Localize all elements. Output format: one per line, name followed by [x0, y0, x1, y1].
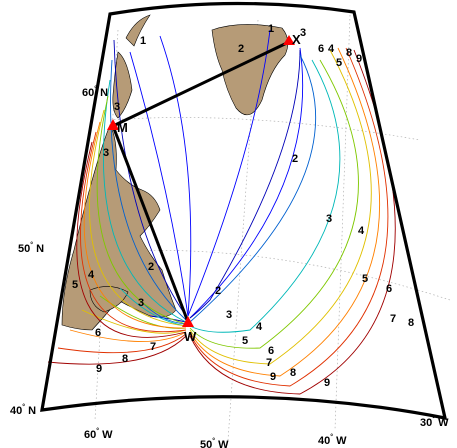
- contour-label-3: 3: [138, 297, 144, 309]
- contour-label-2: 2: [148, 261, 154, 273]
- contour-label-5: 5: [336, 57, 342, 69]
- lon-label-30: 30° W: [420, 415, 449, 429]
- contour-8-line-1: [80, 131, 187, 332]
- contour-6-line-2: [189, 49, 372, 365]
- station-m-label: M: [117, 120, 128, 135]
- station-w-marker: [182, 316, 194, 327]
- contour-8-line-3: [57, 333, 187, 354]
- contour-8-line-2: [189, 47, 389, 387]
- contour-1-line-2: [159, 35, 192, 317]
- map-frame: [40, 1, 448, 421]
- contour-4-line-3: [119, 287, 187, 327]
- contour-9-line-2: [189, 49, 396, 395]
- contour-3-line-1: [110, 59, 187, 321]
- baseline-paths: [111, 40, 290, 323]
- station-x-marker: [283, 35, 295, 45]
- contour-label-8: 8: [346, 47, 352, 59]
- contour-label-6: 6: [318, 43, 324, 55]
- contour-5-line-1: [96, 95, 187, 325]
- contour-label-4: 4: [256, 321, 263, 333]
- path-x-m: [112, 40, 290, 128]
- contour-label-3: 3: [103, 147, 109, 159]
- lon-label-60: 60° W: [84, 427, 113, 441]
- contour-2-line-3: [149, 315, 187, 323]
- contour-label-9: 9: [270, 371, 276, 383]
- contour-label-7: 7: [390, 313, 396, 325]
- contour-label-5: 5: [242, 335, 248, 347]
- contour-label-3: 3: [326, 213, 332, 225]
- contour-label-5: 5: [72, 279, 78, 291]
- path-m-w: [111, 125, 190, 323]
- contour-6-line-1: [89, 109, 187, 327]
- contour-label-1: 1: [140, 35, 146, 47]
- contour-label-9: 9: [96, 363, 102, 375]
- contour-label-9: 9: [324, 377, 330, 389]
- contour-9-line-3: [47, 335, 187, 365]
- contour-7-line-1: [83, 121, 187, 329]
- contour-label-4: 4: [88, 269, 95, 281]
- contour-label-8: 8: [122, 353, 128, 365]
- contour-label-2: 2: [215, 285, 221, 297]
- contour-2-line-2: [189, 49, 301, 319]
- contour-label-3: 3: [114, 101, 120, 113]
- parallel-60n: [109, 117, 421, 141]
- contour-label-7: 7: [150, 341, 156, 353]
- contour-label-5: 5: [362, 273, 368, 285]
- contour-4-line-2: [189, 59, 341, 333]
- contour-7-line-3: [69, 329, 187, 342]
- contour-label-8: 8: [290, 367, 296, 379]
- contour-label-1: 1: [268, 23, 274, 35]
- contour-label-4: 4: [358, 225, 365, 237]
- greenland: [211, 24, 289, 116]
- contour-label-6: 6: [386, 283, 392, 295]
- contour-label-3: 3: [226, 309, 232, 321]
- contour-label-2: 2: [238, 43, 244, 55]
- contour-9-line-1: [76, 141, 187, 338]
- stations: X M W: [107, 32, 301, 344]
- contour-label-4: 4: [328, 43, 335, 55]
- contour-7-line-2: [189, 47, 381, 377]
- contour-label-9: 9: [356, 53, 362, 65]
- contour-label-3: 3: [300, 27, 306, 39]
- baffin-island-north: [125, 14, 151, 47]
- contour-label-2: 2: [292, 153, 298, 165]
- lat-label-60: 60° N: [82, 85, 108, 99]
- contour-label-6: 6: [268, 345, 274, 357]
- longitude-labels: 60° W 50° W 40° W 30° W: [84, 415, 449, 448]
- contour-1-line-4: [189, 47, 304, 319]
- contour-lines: [47, 29, 396, 395]
- latitude-labels: 40° N 50° N 60° N: [10, 85, 108, 417]
- lat-label-50: 50° N: [18, 241, 44, 255]
- contour-label-7: 7: [266, 357, 272, 369]
- station-x-label: X: [292, 32, 301, 47]
- station-m-marker: [107, 119, 119, 130]
- contour-4-line-1: [102, 79, 187, 323]
- contour-label-8: 8: [408, 317, 414, 329]
- contour-1-line-3: [187, 29, 271, 317]
- contour-3-line-2: [189, 54, 317, 323]
- station-w-label: W: [184, 329, 197, 344]
- lon-label-40: 40° W: [318, 433, 347, 447]
- lon-label-50: 50° W: [200, 437, 229, 448]
- contour-5-line-2: [189, 59, 359, 349]
- lat-label-40: 40° N: [10, 403, 36, 417]
- meridian-40w: [334, 14, 351, 431]
- contour-label-6: 6: [95, 327, 101, 339]
- contour-2-line-1: [113, 39, 187, 317]
- contour-1-line-1: [129, 51, 189, 317]
